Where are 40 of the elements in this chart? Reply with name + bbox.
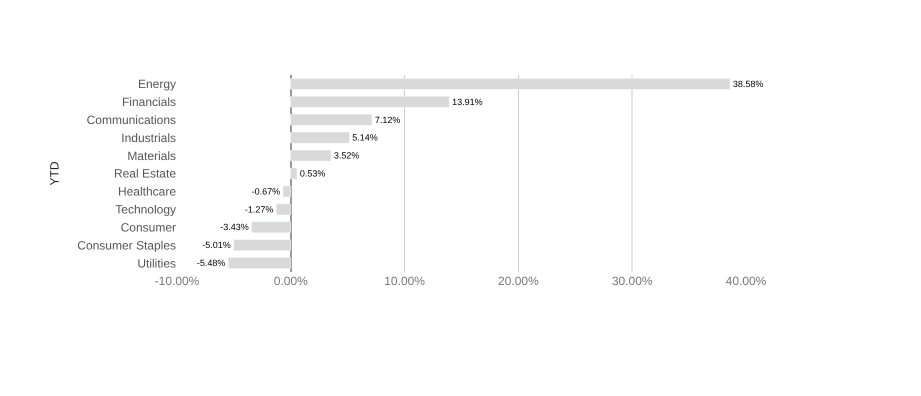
y-tick-label: Utilities bbox=[137, 256, 176, 270]
bar bbox=[290, 78, 730, 90]
x-tick-label: 10.00% bbox=[384, 274, 426, 288]
bar bbox=[276, 204, 292, 215]
y-tick-label: Technology bbox=[115, 202, 176, 217]
data-label: 7.12% bbox=[374, 114, 400, 125]
y-tick-label: Communications bbox=[86, 112, 176, 127]
y-tick-label: Industrials bbox=[121, 130, 176, 145]
x-tick-label: 30.00% bbox=[612, 274, 653, 288]
bar bbox=[234, 240, 292, 251]
data-label: -5.01% bbox=[202, 240, 231, 250]
data-label: -1.27% bbox=[244, 204, 274, 214]
y-tick-label: Energy bbox=[138, 77, 176, 92]
bar bbox=[290, 96, 450, 108]
data-label: 3.52% bbox=[334, 150, 360, 161]
data-label: 13.91% bbox=[452, 96, 483, 107]
bar bbox=[282, 186, 292, 198]
y-tick-label: Real Estate bbox=[114, 166, 176, 181]
x-tick-label: 20.00% bbox=[498, 274, 540, 288]
x-tick-label: -10.00% bbox=[154, 274, 200, 288]
bar bbox=[252, 222, 292, 233]
y-tick-label: Materials bbox=[127, 148, 176, 163]
data-label: 0.53% bbox=[300, 168, 326, 178]
bar bbox=[290, 132, 350, 144]
bar bbox=[290, 168, 298, 180]
x-tick-label: 0.00% bbox=[274, 274, 308, 288]
bar bbox=[228, 257, 292, 269]
x-tick-label: 40.00% bbox=[726, 274, 767, 288]
y-tick-label: Financials bbox=[122, 95, 176, 110]
data-label: -5.48% bbox=[196, 258, 226, 268]
data-label: 5.14% bbox=[352, 132, 378, 143]
bar bbox=[290, 150, 332, 162]
data-label: -0.67% bbox=[252, 186, 280, 196]
data-label: 38.58% bbox=[732, 78, 764, 89]
data-label: -3.43% bbox=[220, 222, 249, 232]
y-tick-label: Consumer bbox=[120, 220, 176, 234]
y-tick-label: Healthcare bbox=[118, 184, 176, 199]
y-tick-label: Consumer Staples bbox=[77, 238, 176, 252]
y-axis-title: YTD bbox=[48, 161, 62, 186]
bar bbox=[290, 114, 372, 126]
